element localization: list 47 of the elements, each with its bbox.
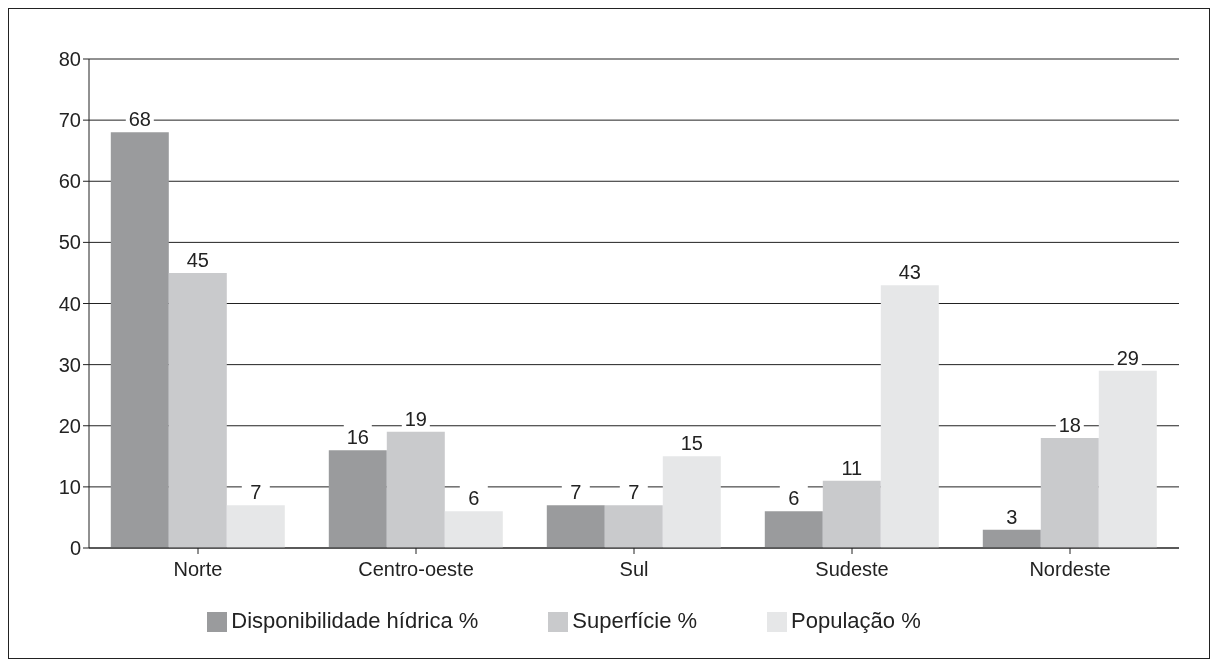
bar — [822, 480, 881, 548]
data-label: 16 — [346, 426, 369, 449]
bar — [328, 450, 387, 548]
data-label: 7 — [570, 481, 582, 504]
x-tick-label: Centro-oeste — [358, 558, 474, 581]
y-tick-label: 10 — [58, 475, 81, 498]
y-tick-label: 50 — [58, 231, 81, 254]
x-tick-label: Sudeste — [815, 558, 889, 581]
y-tick-label: 60 — [58, 170, 81, 193]
bar — [226, 505, 285, 548]
data-label: 11 — [841, 456, 863, 479]
data-label: 19 — [404, 407, 427, 430]
bar — [168, 272, 227, 548]
y-tick-label: 0 — [69, 537, 81, 560]
bar — [386, 431, 445, 548]
x-tick-label: Nordeste — [1029, 558, 1111, 581]
legend-label: Disponibilidade hídrica % — [231, 608, 479, 633]
x-tick-label: Sul — [619, 558, 649, 581]
bar — [880, 285, 939, 548]
data-label: 45 — [186, 248, 209, 271]
bar — [1040, 437, 1099, 548]
y-tick-label: 70 — [58, 109, 81, 132]
y-tick-label: 30 — [58, 353, 81, 376]
bar — [444, 511, 503, 548]
bar — [1098, 370, 1157, 548]
data-label: 43 — [898, 261, 921, 284]
data-label: 29 — [1116, 346, 1139, 369]
y-tick-label: 40 — [58, 292, 81, 315]
bar — [546, 505, 605, 548]
data-label: 15 — [680, 432, 703, 455]
bar — [982, 529, 1041, 548]
bar — [662, 456, 721, 548]
y-tick-label: 20 — [58, 414, 81, 437]
legend-label: População % — [791, 608, 921, 633]
data-label: 68 — [128, 108, 151, 131]
data-label: 7 — [250, 481, 262, 504]
data-label: 18 — [1058, 413, 1081, 436]
y-tick-label: 80 — [58, 48, 81, 71]
bar — [110, 132, 169, 548]
data-label: 6 — [788, 487, 800, 510]
bar — [604, 505, 663, 548]
legend-label: Superfície % — [572, 608, 698, 633]
x-tick-label: Norte — [173, 558, 223, 581]
data-label: 3 — [1006, 505, 1018, 528]
data-label: 6 — [468, 487, 480, 510]
data-label: 7 — [628, 481, 640, 504]
bar — [764, 511, 823, 548]
